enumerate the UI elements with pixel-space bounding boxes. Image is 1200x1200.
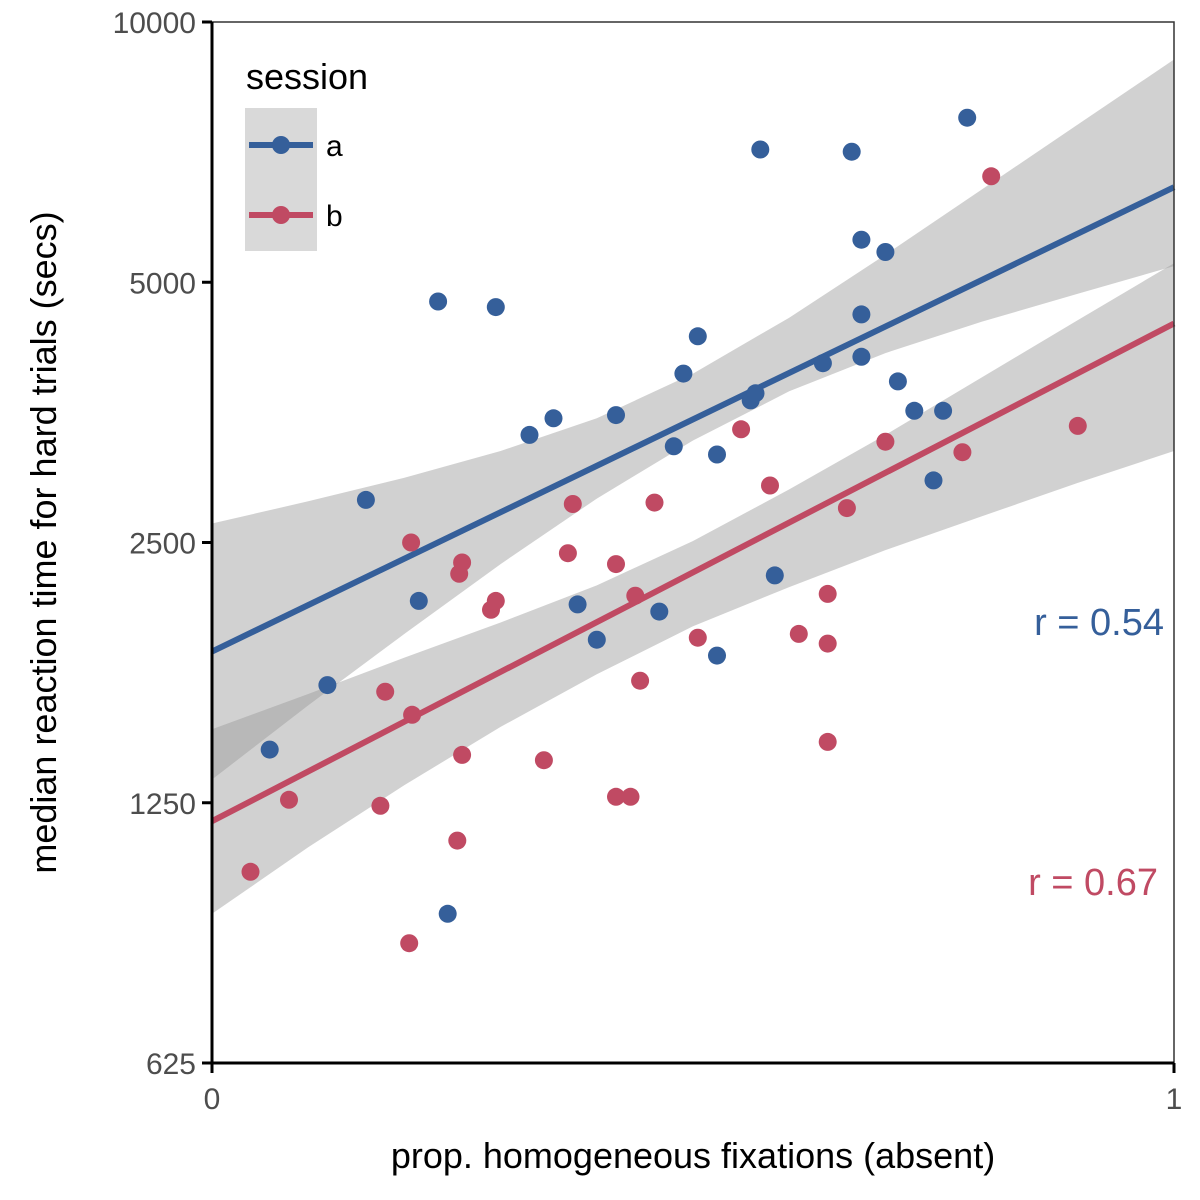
data-point-b [732, 420, 751, 439]
data-point-a [842, 142, 861, 161]
data-point-b [645, 493, 664, 512]
data-point-a [544, 409, 563, 428]
data-point-a [607, 406, 625, 425]
legend-title: session [246, 56, 368, 97]
data-point-a [708, 445, 726, 464]
data-point-b [280, 790, 298, 809]
legend-key-background [245, 108, 317, 251]
data-point-b [486, 591, 505, 610]
data-point-a [751, 140, 770, 159]
confidence-bands [212, 59, 1174, 914]
data-point-a [568, 595, 587, 614]
fit-line-a [210, 184, 1176, 655]
data-point-b [402, 533, 421, 552]
legend-label-a: a [326, 130, 343, 163]
data-point-b [400, 934, 419, 953]
r-label-series-a: r = 0.54 [1034, 602, 1164, 644]
data-point-b [626, 586, 645, 605]
data-point-b [371, 796, 390, 815]
data-point-a [876, 243, 895, 261]
data-point-a [356, 490, 375, 509]
data-point-b [558, 544, 577, 563]
confidence-band-b [212, 263, 1174, 914]
data-point-b [818, 584, 837, 603]
legend: session a b [245, 56, 368, 251]
y-tick-label: 2500 [129, 528, 196, 561]
data-point-a [765, 566, 784, 585]
x-tick-label: 1 [1166, 1083, 1183, 1116]
data-point-a [587, 630, 606, 649]
data-point-b [1068, 416, 1087, 435]
data-point-b [607, 787, 625, 806]
data-point-b [789, 624, 808, 643]
data-point-b [448, 831, 467, 850]
data-point-a [674, 364, 693, 383]
data-point-a [924, 471, 943, 490]
data-point-a [486, 298, 505, 317]
data-point-b [953, 443, 972, 462]
y-tick-label: 5000 [129, 267, 196, 300]
legend-label-b: b [326, 200, 343, 233]
data-point-a [934, 401, 953, 420]
data-points [241, 108, 1087, 953]
data-point-a [905, 401, 924, 420]
legend-key-point-a [272, 136, 290, 154]
data-point-b [982, 167, 1001, 186]
fit-line-b [210, 320, 1176, 824]
data-point-a [958, 108, 977, 127]
data-point-a [520, 425, 539, 444]
data-point-b [453, 553, 472, 572]
data-point-a [746, 384, 765, 403]
y-tick-label: 10000 [113, 7, 196, 40]
data-point-b [818, 634, 837, 653]
data-point-b [607, 555, 625, 574]
x-tick-label: 0 [204, 1083, 221, 1116]
data-point-b [818, 732, 837, 751]
y-tick-label: 1250 [129, 788, 196, 821]
y-axis-title: median reaction time for hard trials (se… [23, 211, 64, 873]
data-point-b [688, 628, 707, 647]
data-point-a [664, 437, 683, 456]
data-point-a [260, 740, 279, 759]
data-point-b [631, 671, 650, 690]
data-point-a [438, 904, 457, 923]
data-point-b [621, 787, 640, 806]
data-point-a [409, 591, 428, 610]
data-point-b [563, 495, 582, 513]
data-point-a [888, 372, 907, 391]
data-point-b [761, 476, 779, 495]
data-point-a [852, 347, 871, 366]
data-point-a [650, 602, 669, 621]
data-point-a [852, 230, 871, 249]
data-point-a [708, 646, 726, 665]
regression-lines [210, 184, 1176, 824]
data-point-a [318, 676, 337, 695]
legend-key-point-b [272, 206, 290, 224]
data-point-b [403, 705, 422, 724]
data-point-b [453, 745, 472, 764]
data-point-b [876, 432, 895, 451]
y-tick-label: 625 [146, 1048, 196, 1081]
data-point-b [534, 751, 553, 770]
data-point-b [376, 682, 395, 701]
y-axis: 625 1250 2500 5000 10000 [113, 7, 214, 1081]
r-label-series-b: r = 0.67 [1028, 862, 1158, 904]
data-point-b [837, 499, 856, 518]
data-point-a [429, 292, 448, 311]
data-point-a [688, 327, 707, 346]
x-axis-title: prop. homogeneous fixations (absent) [391, 1135, 995, 1176]
data-point-a [852, 305, 871, 324]
data-point-b [241, 862, 260, 881]
data-point-a [813, 354, 832, 373]
